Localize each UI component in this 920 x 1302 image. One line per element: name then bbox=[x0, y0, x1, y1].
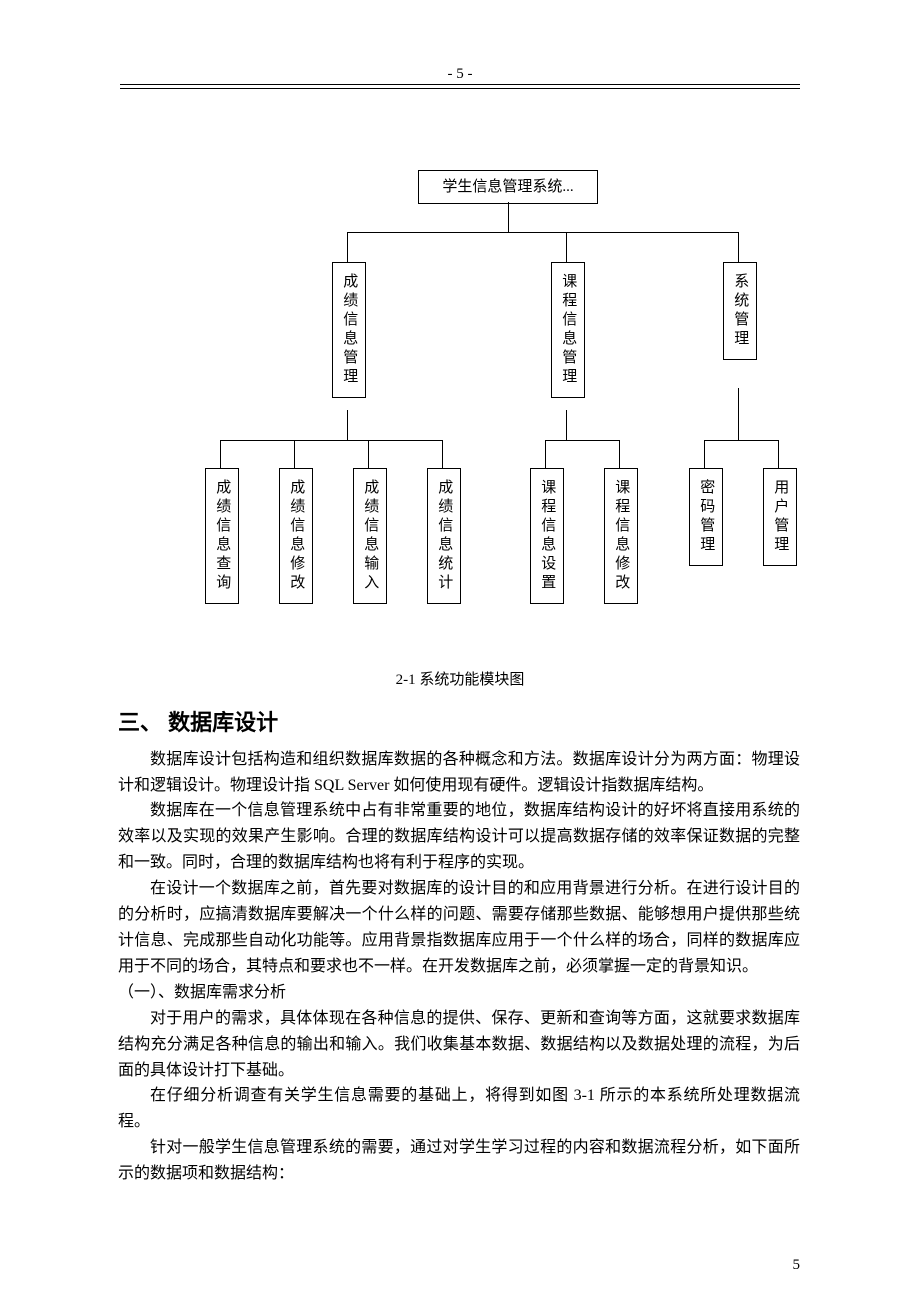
leaf: 成绩信息输入 bbox=[353, 468, 387, 604]
figure-caption: 2-1 系统功能模块图 bbox=[0, 668, 920, 689]
connector bbox=[566, 410, 567, 440]
tree-root: 学生信息管理系统... bbox=[418, 170, 598, 204]
connector bbox=[704, 440, 705, 468]
paragraph: 针对一般学生信息管理系统的需要，通过对学生学习过程的内容和数据流程分析，如下面所… bbox=[118, 1135, 800, 1187]
connector bbox=[704, 440, 778, 441]
connector bbox=[347, 232, 739, 233]
connector bbox=[545, 440, 546, 468]
connector bbox=[738, 232, 739, 262]
leaf: 成绩信息统计 bbox=[427, 468, 461, 604]
paragraph: 数据库在一个信息管理系统中占有非常重要的地位，数据库结构设计的好坏将直接用系统的… bbox=[118, 798, 800, 876]
leaf: 密码管理 bbox=[689, 468, 723, 566]
connector bbox=[220, 440, 221, 468]
paragraph: 在仔细分析调查有关学生信息需要的基础上，将得到如图 3-1 所示的本系统所处理数… bbox=[118, 1083, 800, 1135]
leaf: 成绩信息修改 bbox=[279, 468, 313, 604]
connector bbox=[294, 440, 295, 468]
connector bbox=[508, 202, 509, 232]
connector bbox=[738, 388, 739, 440]
connector bbox=[347, 232, 348, 262]
header-rule-bottom bbox=[120, 88, 800, 89]
system-module-diagram: 学生信息管理系统... 成绩信息管理 课程信息管理 系统管理 成绩信息查询 成绩… bbox=[0, 170, 920, 670]
branch-grades: 成绩信息管理 bbox=[332, 262, 366, 398]
leaf: 课程信息设置 bbox=[530, 468, 564, 604]
subsection-title: （一）、数据库需求分析 bbox=[118, 980, 800, 1006]
page-header: - 5 - bbox=[0, 66, 920, 83]
leaf: 用户管理 bbox=[763, 468, 797, 566]
connector bbox=[619, 440, 620, 468]
page-footer: 5 bbox=[793, 1257, 801, 1274]
leaf: 成绩信息查询 bbox=[205, 468, 239, 604]
paragraph: 数据库设计包括构造和组织数据库数据的各种概念和方法。数据库设计分为两方面：物理设… bbox=[118, 747, 800, 799]
section-title: 三、 数据库设计 bbox=[118, 705, 800, 741]
connector bbox=[347, 410, 348, 440]
connector bbox=[566, 232, 567, 262]
connector bbox=[545, 440, 619, 441]
connector bbox=[442, 440, 443, 468]
connector bbox=[368, 440, 369, 468]
header-rule-top bbox=[120, 84, 800, 85]
document-body: 三、 数据库设计 数据库设计包括构造和组织数据库数据的各种概念和方法。数据库设计… bbox=[118, 705, 800, 1187]
paragraph: 在设计一个数据库之前，首先要对数据库的设计目的和应用背景进行分析。在进行设计目的… bbox=[118, 876, 800, 980]
branch-system: 系统管理 bbox=[723, 262, 757, 360]
branch-courses: 课程信息管理 bbox=[551, 262, 585, 398]
connector bbox=[778, 440, 779, 468]
paragraph: 对于用户的需求，具体体现在各种信息的提供、保存、更新和查询等方面，这就要求数据库… bbox=[118, 1006, 800, 1084]
leaf: 课程信息修改 bbox=[604, 468, 638, 604]
connector bbox=[220, 440, 442, 441]
